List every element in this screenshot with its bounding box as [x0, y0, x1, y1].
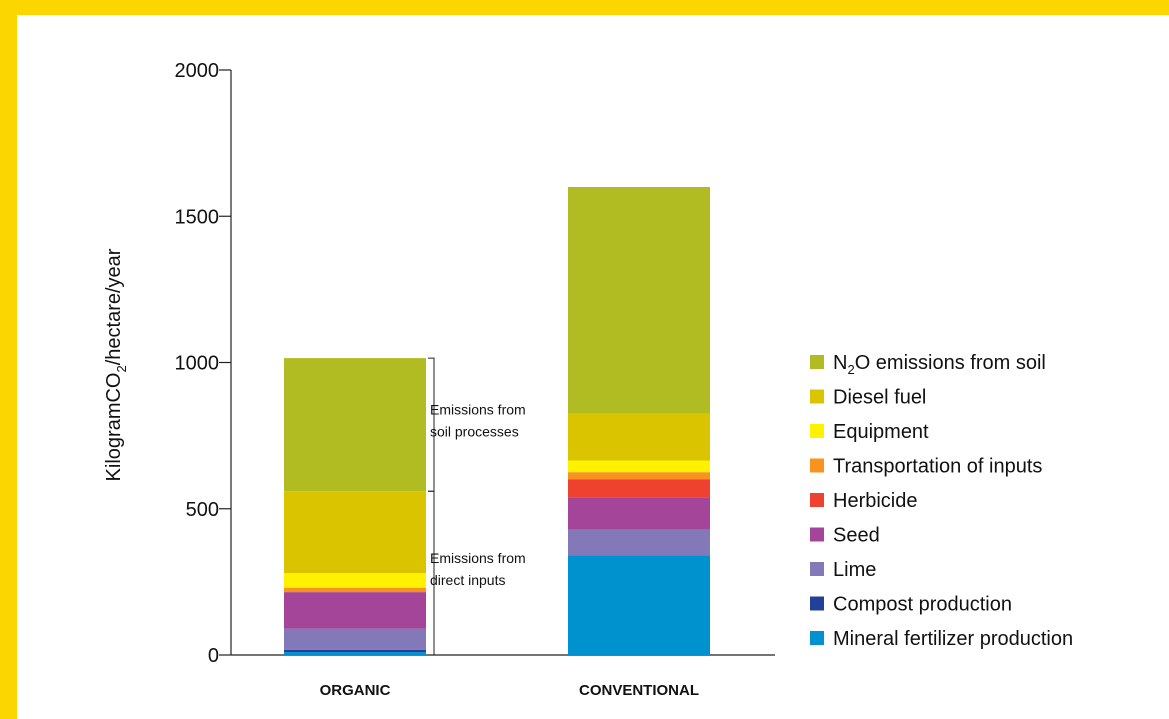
bar-organic-segment-8: [284, 358, 426, 492]
y-tick-label-3: 1500: [175, 206, 220, 228]
bars: [284, 187, 710, 655]
bar-conventional-segment-0: [568, 555, 710, 655]
bar-conventional-segment-6: [568, 460, 710, 473]
annotation-text-1-0: Emissions from: [430, 550, 526, 566]
legend-swatch-5: [810, 527, 824, 542]
x-tick-label-0: ORGANIC: [320, 682, 391, 699]
bar-organic-segment-5: [284, 587, 426, 593]
legend-label-1: Diesel fuel: [833, 387, 926, 409]
bar-organic-segment-3: [284, 592, 426, 629]
bar-organic-segment-1: [284, 649, 426, 653]
legend-swatch-0: [810, 355, 824, 369]
y-tick-label-2: 1000: [175, 353, 220, 375]
bar-conventional-segment-5: [568, 472, 710, 480]
x-tick-label-1: CONVENTIONAL: [579, 682, 699, 699]
left-accent-band: [0, 0, 17, 719]
y-tick-label-4: 2000: [175, 60, 220, 82]
legend-swatch-3: [810, 458, 824, 473]
bar-organic-segment-0: [284, 652, 426, 655]
legend-swatch-2: [810, 424, 824, 438]
bar-conventional-segment-4: [568, 479, 710, 498]
legend-swatch-1: [810, 389, 824, 404]
legend-label-4: Herbicide: [833, 490, 917, 512]
legend: N2O emissions from soil Diesel fuel Equipm…: [810, 352, 1073, 650]
annotation-bracket-1: [428, 490, 435, 656]
y-axis-label: KilogramCO2/hectare/year: [103, 248, 129, 481]
bar-conventional-segment-8: [568, 187, 710, 414]
bar-conventional-segment-2: [568, 529, 710, 556]
legend-swatch-4: [810, 493, 824, 507]
y-ticks: 0 500 1000 1500 2000: [175, 60, 231, 667]
y-axis-label-subscript: 2: [114, 365, 129, 372]
annotation-text-1-1: direct inputs: [430, 572, 505, 588]
legend-label-6: Lime: [833, 559, 876, 581]
legend-swatch-7: [810, 596, 824, 611]
legend-label-0: N2O emissions from soil: [833, 352, 1046, 377]
legend-label-7: Compost production: [833, 594, 1012, 616]
annotations: Emissions from soil processes Emissions fr…: [428, 357, 526, 656]
legend-swatch-6: [810, 562, 824, 576]
legend-label-5: Seed: [833, 525, 880, 547]
legend-label-8: Mineral fertilizer production: [833, 628, 1073, 650]
top-accent-band: [0, 0, 1169, 15]
y-axis-label-part-1: KilogramCO: [103, 373, 125, 482]
bar-conventional-segment-7: [568, 413, 710, 461]
y-axis-label-part-2: /hectare/year: [103, 248, 125, 365]
bar-organic-segment-2: [284, 628, 426, 650]
bar-organic-segment-6: [284, 573, 426, 588]
x-tick-labels: ORGANIC CONVENTIONAL: [320, 682, 699, 699]
bar-organic-segment-7: [284, 491, 426, 574]
annotation-text-0-0: Emissions from: [430, 402, 526, 418]
annotation-text-0-1: soil processes: [430, 424, 519, 440]
y-tick-label-0: 0: [208, 645, 219, 667]
legend-swatch-8: [810, 631, 824, 645]
legend-label-2: Equipment: [833, 421, 929, 443]
y-tick-label-1: 500: [186, 499, 219, 521]
bar-conventional-segment-3: [568, 497, 710, 530]
legend-label-3: Transportation of inputs: [833, 456, 1042, 478]
